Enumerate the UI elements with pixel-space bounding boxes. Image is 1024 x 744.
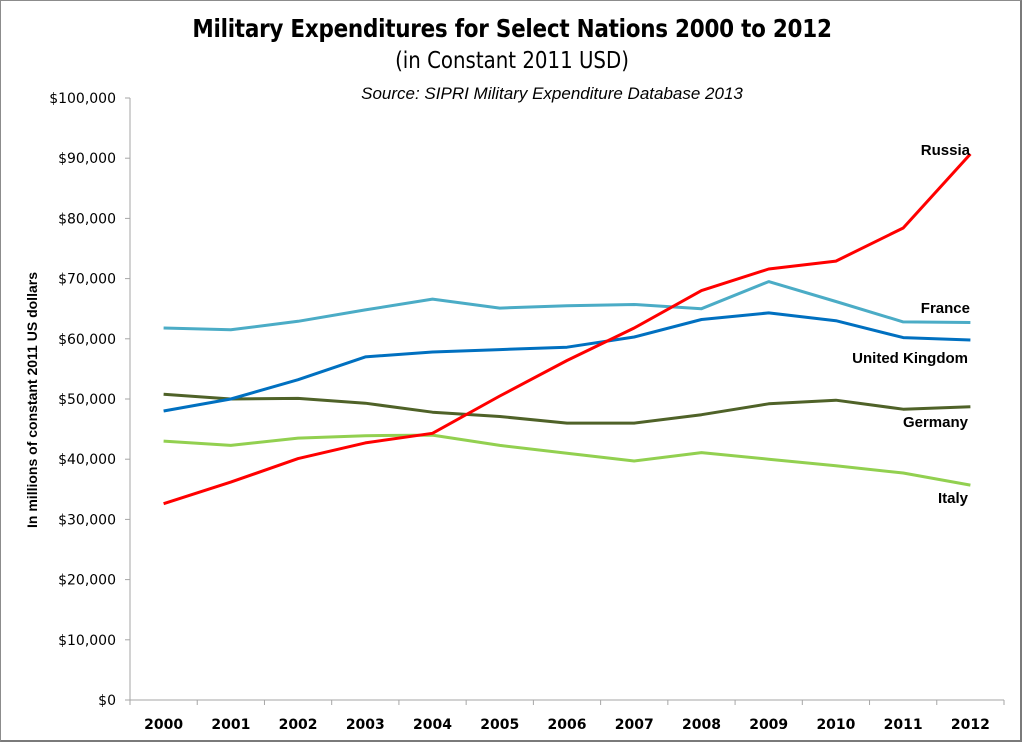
x-tick-label: 2001 [211, 717, 250, 733]
series-line-russia [163, 152, 972, 506]
series-label-france: France [921, 300, 970, 317]
y-tick-label: $90,000 [58, 151, 116, 167]
x-tick-label: 2002 [279, 717, 318, 733]
y-tick-label: $30,000 [58, 512, 116, 528]
y-tick-label: $60,000 [58, 332, 116, 348]
series-label-united-kingdom: United Kingdom [852, 350, 968, 367]
chart-title: Military Expenditures for Select Nations… [192, 14, 832, 43]
y-tick-label: $40,000 [58, 452, 116, 468]
series-label-germany: Germany [903, 414, 969, 431]
y-tick-label: $100,000 [49, 91, 116, 107]
series-line-united-kingdom [163, 311, 971, 413]
series-label-russia: Russia [921, 142, 971, 159]
x-tick-label: 2012 [951, 717, 990, 733]
x-tick-label: 2007 [615, 717, 654, 733]
y-tick-label: $80,000 [58, 211, 116, 227]
chart-subtitle: (in Constant 2011 USD) [395, 48, 629, 74]
x-tick-label: 2010 [816, 717, 855, 733]
y-tick-label: $0 [98, 693, 116, 709]
y-tick-label: $50,000 [58, 392, 116, 408]
series-label-italy: Italy [938, 490, 969, 507]
x-tick-label: 2009 [749, 717, 788, 733]
series-line-germany [163, 392, 971, 425]
x-tick-label: 2005 [480, 717, 519, 733]
y-tick-label: $70,000 [58, 272, 116, 288]
x-tick-label: 2000 [144, 717, 183, 733]
x-tick-label: 2008 [682, 717, 721, 733]
series-line-france [163, 280, 971, 332]
y-tick-label: $10,000 [58, 633, 116, 649]
chart-source: Source: SIPRI Military Expenditure Datab… [361, 84, 743, 103]
x-tick-label: 2004 [413, 717, 452, 733]
y-tick-label: $20,000 [58, 573, 116, 589]
series-line-italy [163, 433, 971, 487]
x-tick-label: 2003 [346, 717, 385, 733]
x-tick-label: 2011 [884, 717, 923, 733]
x-tick-label: 2006 [548, 717, 587, 733]
